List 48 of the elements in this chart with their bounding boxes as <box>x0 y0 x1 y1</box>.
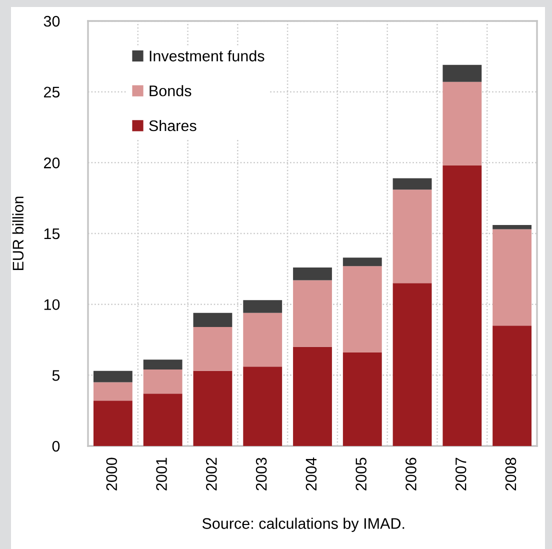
x-tick-label: 2000 <box>106 458 118 490</box>
y-tick-label: 20 <box>44 158 60 168</box>
bar <box>293 268 332 280</box>
bar <box>243 312 282 367</box>
bar <box>293 346 332 446</box>
bar <box>442 166 482 446</box>
bar <box>143 360 182 370</box>
bar <box>143 370 182 394</box>
x-tick-label: 2003 <box>256 458 267 490</box>
legend-label: Bonds <box>150 85 192 96</box>
bar <box>342 258 382 266</box>
bar <box>392 283 432 446</box>
legend-label: Shares <box>149 120 196 132</box>
bar <box>93 370 132 382</box>
x-tick-label: 2008 <box>505 458 516 490</box>
bar <box>492 225 532 230</box>
bar <box>243 366 282 446</box>
x-tick-label: 2002 <box>206 458 217 490</box>
bar <box>442 82 482 166</box>
y-axis-title: EUR billion <box>12 196 24 270</box>
x-tick-label: 2001 <box>156 458 167 490</box>
bar <box>193 370 232 446</box>
bar <box>243 300 282 313</box>
bar <box>442 64 482 82</box>
y-tick-label: 5 <box>52 370 60 381</box>
x-tick-label: 2006 <box>406 458 416 490</box>
bar <box>193 327 232 371</box>
bar <box>293 280 332 347</box>
bar <box>392 178 432 190</box>
bar <box>342 266 382 352</box>
y-tick-label: 15 <box>44 228 60 240</box>
bar <box>492 326 532 446</box>
y-tick-label: 10 <box>44 299 60 310</box>
x-tick-label: 2005 <box>356 458 366 490</box>
legend-label: Investment funds <box>150 50 264 62</box>
bar <box>492 229 532 326</box>
y-tick-label: 25 <box>44 86 60 98</box>
bar <box>193 312 232 327</box>
source-note: Source: calculations by IMAD. <box>202 518 404 532</box>
bar <box>93 382 132 401</box>
bar <box>392 190 432 284</box>
bar <box>143 394 182 446</box>
x-tick-label: 2007 <box>455 458 466 490</box>
bar <box>93 400 132 446</box>
y-tick-label: 30 <box>44 16 60 27</box>
bar <box>342 352 382 446</box>
y-tick-label: 0 <box>52 440 60 452</box>
x-tick-label: 2004 <box>306 458 317 490</box>
